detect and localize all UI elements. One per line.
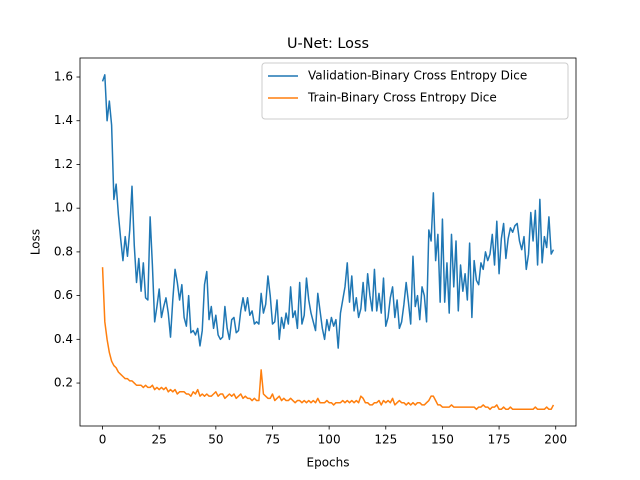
x-tick-label: 75 <box>265 433 280 447</box>
y-axis-label: Loss <box>29 229 43 255</box>
legend-label: Validation-Binary Cross Entropy Dice <box>308 69 527 83</box>
legend-label: Train-Binary Cross Entropy Dice <box>307 91 497 105</box>
x-tick-label: 175 <box>488 433 511 447</box>
y-tick-label: 0.2 <box>54 376 73 390</box>
y-tick-label: 0.6 <box>54 288 73 302</box>
chart-title: U-Net: Loss <box>287 36 369 52</box>
y-tick-label: 0.8 <box>54 244 73 258</box>
x-axis-label: Epochs <box>307 456 350 470</box>
x-tick-label: 0 <box>99 433 107 447</box>
x-tick-label: 125 <box>374 433 397 447</box>
y-tick-label: 0.4 <box>54 332 73 346</box>
x-tick-label: 150 <box>431 433 454 447</box>
x-tick-label: 50 <box>208 433 223 447</box>
x-tick-label: 100 <box>318 433 341 447</box>
legend-box <box>261 62 569 120</box>
x-tick-label: 25 <box>152 433 167 447</box>
y-tick-label: 1.4 <box>54 113 73 127</box>
data-line <box>101 74 555 349</box>
y-tick-label: 1.2 <box>54 157 73 171</box>
data-line <box>101 267 555 411</box>
y-tick-label: 1.0 <box>54 201 73 215</box>
x-tick-label: 200 <box>544 433 567 447</box>
y-tick-label: 1.6 <box>54 70 73 84</box>
axes-frame <box>79 57 577 427</box>
